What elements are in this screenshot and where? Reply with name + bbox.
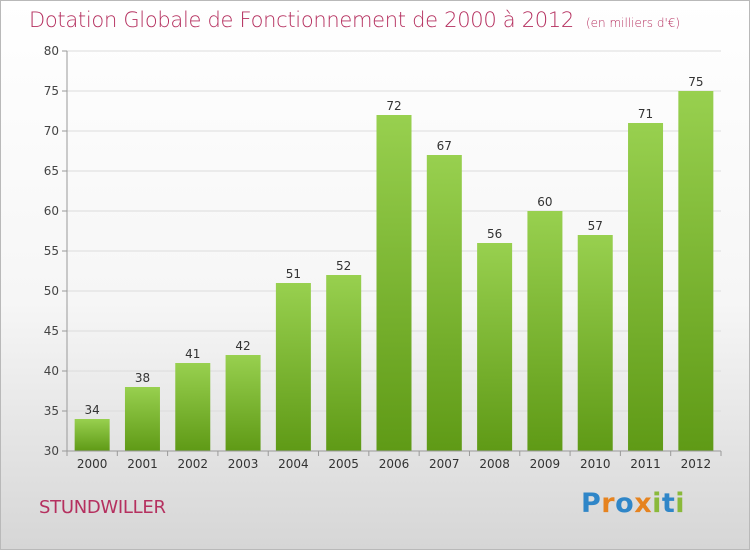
bar-chart: 34 38 41 42 51 52 72 67 56 60 57 71 75 30 35 40 45 50 55 6… xyxy=(44,44,722,471)
logo-letter: r xyxy=(601,488,616,519)
chart-title: Dotation Globale de Fonctionnement de 20… xyxy=(29,8,574,32)
bar xyxy=(477,243,513,451)
y-tick-label: 30 xyxy=(44,444,59,458)
bar xyxy=(275,283,311,451)
logo-letter: P xyxy=(581,488,602,519)
x-tick-label: 2006 xyxy=(379,457,410,471)
bar-value-label: 67 xyxy=(437,139,452,153)
x-tick-label: 2010 xyxy=(580,457,611,471)
x-tick-label: 2001 xyxy=(127,457,158,471)
bar xyxy=(426,155,462,451)
logo-letter: i xyxy=(675,488,686,519)
bar-value-label: 52 xyxy=(336,259,351,273)
bar xyxy=(74,419,110,451)
y-tick-label: 80 xyxy=(44,44,59,58)
bar xyxy=(678,91,714,451)
proxiti-logo[interactable]: Proxiti xyxy=(581,488,685,519)
commune-name: STUNDWILLER xyxy=(39,497,166,518)
bar xyxy=(326,275,362,451)
bar-value-label: 42 xyxy=(235,339,250,353)
logo-letter: t xyxy=(661,488,676,519)
bar-value-label: 51 xyxy=(286,267,301,281)
unit-note: (en milliers d'€) xyxy=(585,16,681,30)
bar xyxy=(527,211,563,451)
x-tick-label: 2007 xyxy=(429,457,460,471)
x-tick-label: 2011 xyxy=(630,457,661,471)
y-tick-label: 40 xyxy=(44,364,59,378)
bar xyxy=(225,355,261,451)
bar-value-label: 41 xyxy=(185,347,200,361)
bar-value-label: 72 xyxy=(386,99,401,113)
bar-value-label: 71 xyxy=(638,107,653,121)
y-tick-label: 65 xyxy=(44,164,59,178)
y-tick-label: 75 xyxy=(44,84,59,98)
bar-value-label: 57 xyxy=(588,219,603,233)
y-tick-label: 50 xyxy=(44,284,59,298)
y-tick-label: 70 xyxy=(44,124,59,138)
bar-value-label: 56 xyxy=(487,227,502,241)
logo-letter: i xyxy=(652,488,662,519)
x-tick-label: 2008 xyxy=(479,457,510,471)
y-tick-label: 60 xyxy=(44,204,59,218)
bar xyxy=(376,115,412,451)
y-tick-label: 55 xyxy=(44,244,59,258)
bar xyxy=(628,123,664,451)
logo-letter: x xyxy=(634,488,653,519)
bar-value-label: 60 xyxy=(537,195,552,209)
bar-value-label: 34 xyxy=(85,403,100,417)
bar xyxy=(577,235,613,451)
x-tick-label: 2000 xyxy=(77,457,108,471)
bar xyxy=(175,363,211,451)
chart-title-block: Dotation Globale de Fonctionnement de 20… xyxy=(29,8,680,32)
y-tick-label: 45 xyxy=(44,324,59,338)
x-tick-label: 2012 xyxy=(681,457,712,471)
logo-letter: o xyxy=(615,488,635,519)
x-tick-label: 2004 xyxy=(278,457,309,471)
y-tick-label: 35 xyxy=(44,404,59,418)
bar-value-label: 75 xyxy=(688,75,703,89)
x-tick-label: 2009 xyxy=(530,457,561,471)
bar xyxy=(124,387,160,451)
bar-value-label: 38 xyxy=(135,371,150,385)
x-tick-label: 2005 xyxy=(328,457,359,471)
x-tick-label: 2003 xyxy=(228,457,259,471)
x-tick-label: 2002 xyxy=(177,457,208,471)
